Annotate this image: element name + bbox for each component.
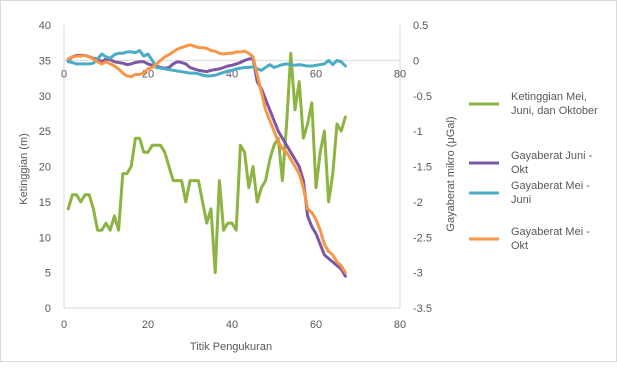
y2-tick-label: -2.5 [413, 232, 432, 244]
legend-label: Ketinggian Mei, Juni, dan Oktober [511, 91, 598, 117]
x-tick-label-bottom: 40 [226, 319, 238, 331]
legend-item: Gayaberat Juni -Okt [469, 150, 593, 176]
y1-tick-label: 10 [39, 232, 51, 244]
legend-item: Gayaberat Mei -Juni [469, 180, 590, 206]
x-tick-label-top: 0 [61, 68, 67, 80]
x-tick-label-top: 60 [310, 68, 322, 80]
x-tick-label-top: 80 [394, 68, 406, 80]
x-tick-label-bottom: 20 [142, 319, 154, 331]
y1-tick-label: 0 [45, 303, 51, 315]
legend-label: Gayaberat Mei -Okt [511, 226, 590, 252]
series-layer [66, 43, 347, 278]
y2-tick-label: -3 [413, 268, 423, 280]
y2-tick-label: -1 [413, 126, 423, 138]
series-line-3 [66, 49, 347, 78]
y2-tick-label: 0.5 [413, 20, 428, 32]
y1-tick-label: 40 [39, 20, 51, 32]
axes-layer: 0 5 10 15 20 25 30 35 40 0.5 0 -0.5 -1 -1.5 -2 -2.5 -3 -3… [39, 20, 432, 331]
y1-tick-label: 30 [39, 91, 51, 103]
y1-tick-label: 35 [39, 55, 51, 67]
y2-tick-label: -1.5 [413, 162, 432, 174]
legend: Ketinggian Mei, Juni, dan Oktober Gayabera… [469, 91, 598, 252]
legend-item: Gayaberat Mei -Okt [469, 226, 590, 252]
y1-tick-label: 15 [39, 197, 51, 209]
y2-tick-label: -0.5 [413, 91, 432, 103]
series-line-4 [66, 43, 347, 275]
x-axis-title: Titik Pengukuran [190, 341, 272, 353]
x-tick-label-bottom: 80 [394, 319, 406, 331]
legend-label: Gayaberat Mei -Juni [511, 180, 590, 206]
y1-tick-label: 5 [45, 268, 51, 280]
y2-tick-label: -3.5 [413, 303, 432, 315]
y2-tick-label: 0 [413, 55, 419, 67]
series-line-1 [66, 51, 347, 275]
y1-tick-label: 20 [39, 162, 51, 174]
x-tick-label-bottom: 0 [61, 319, 67, 331]
y2-axis-title: Gayaberat mikro (μGal) [445, 116, 457, 231]
y1-tick-label: 25 [39, 126, 51, 138]
legend-item: Ketinggian Mei, Juni, dan Oktober [469, 91, 598, 117]
legend-label: Gayaberat Juni -Okt [511, 150, 593, 176]
x-tick-label-bottom: 60 [310, 319, 322, 331]
y1-axis-title: Ketinggian (m) [18, 133, 30, 205]
series-line-2 [66, 53, 347, 278]
y2-tick-label: -2 [413, 197, 423, 209]
